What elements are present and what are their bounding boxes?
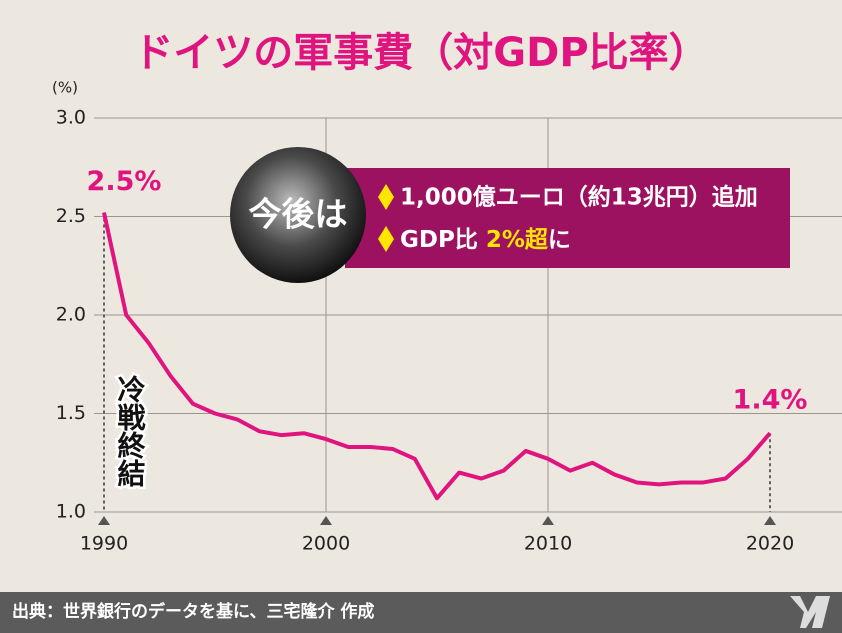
chart-title: ドイツの軍事費（対GDP比率） [133,30,708,76]
x-tick-label: 2020 [746,533,794,555]
annotation: 1.4% [733,385,808,416]
annotation: 冷戦終結 [114,375,147,487]
x-tick-mark [542,516,554,525]
plot-area: 1.0 1.5 2.0 2.5 3.0 1990 2000 2010 2020 2.5% 1.4% 冷… [56,107,842,555]
footer [0,592,842,633]
logo [790,596,830,628]
y-tick-label: 2.0 [56,304,86,326]
y-tick-label: 2.5 [56,205,86,227]
callout-text: に [548,227,571,253]
x-tick-label: 2010 [524,533,572,555]
y-unit: (%) [52,79,78,97]
source: 出典：世界銀行のデータを基に、三宅隆介 作成 [12,601,374,622]
callout-line: GDP比 2%超に [400,227,571,253]
badge [230,147,366,283]
diamond [378,226,394,252]
y-tick-label: 3.0 [56,107,86,129]
callout-box [345,168,790,268]
x-tick-label: 2000 [302,533,350,555]
x-tick-mark [764,516,776,525]
y-tick-label: 1.5 [56,402,86,424]
x-tick-mark [320,516,332,525]
callout: 今後は 1,000億ユーロ（約13兆円）追加 GDP比 2%超に [230,147,790,283]
annotation: 2.5% [87,166,162,197]
y-tick-label: 1.0 [56,501,86,523]
callout-highlight: 2%超 [486,227,549,253]
callout-text: GDP比 [400,227,486,253]
x-tick-label: 1990 [80,533,128,555]
badge-text: 今後は [249,195,348,234]
callout-line: 1,000億ユーロ（約13兆円）追加 [400,184,758,211]
x-tick-mark [98,516,110,525]
data-line [102,212,772,501]
diamond [378,184,394,210]
